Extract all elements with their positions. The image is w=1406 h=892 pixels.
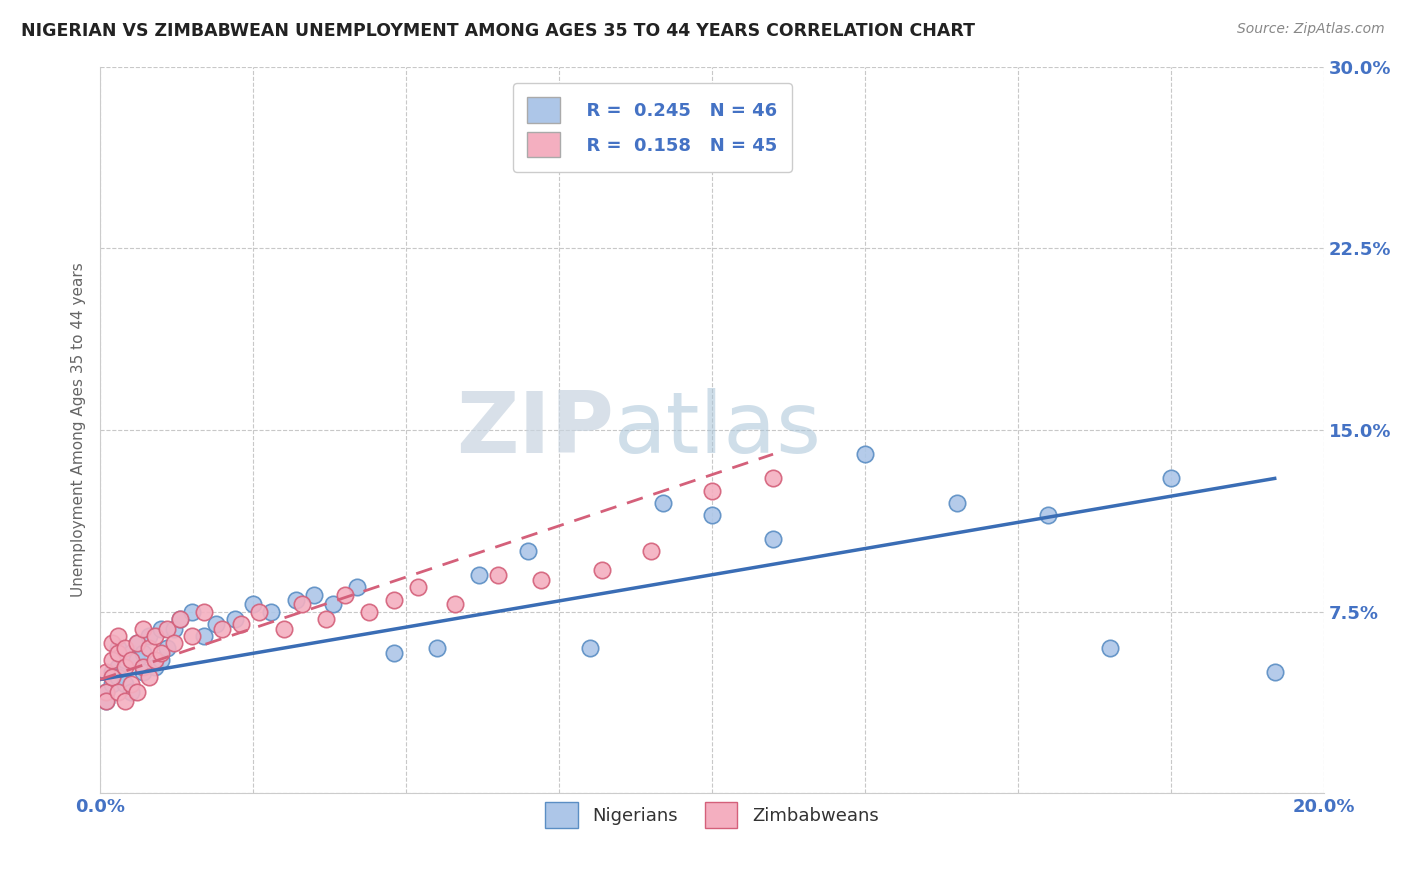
- Point: [211, 622, 233, 636]
- Point: [107, 660, 129, 674]
- Point: [652, 496, 675, 510]
- Point: [700, 508, 723, 522]
- Point: [382, 592, 405, 607]
- Point: [120, 677, 142, 691]
- Point: [107, 640, 129, 655]
- Point: [517, 544, 540, 558]
- Point: [107, 684, 129, 698]
- Text: ZIP: ZIP: [457, 389, 614, 472]
- Point: [101, 653, 124, 667]
- Point: [291, 598, 314, 612]
- Point: [193, 605, 215, 619]
- Point: [1038, 508, 1060, 522]
- Point: [382, 646, 405, 660]
- Point: [114, 677, 136, 691]
- Point: [125, 636, 148, 650]
- Point: [132, 622, 155, 636]
- Point: [762, 532, 785, 546]
- Point: [96, 694, 118, 708]
- Point: [96, 694, 118, 708]
- Point: [242, 598, 264, 612]
- Point: [114, 653, 136, 667]
- Point: [700, 483, 723, 498]
- Point: [107, 670, 129, 684]
- Point: [180, 605, 202, 619]
- Point: [150, 653, 173, 667]
- Point: [468, 568, 491, 582]
- Point: [143, 660, 166, 674]
- Point: [284, 592, 307, 607]
- Point: [107, 629, 129, 643]
- Y-axis label: Unemployment Among Ages 35 to 44 years: Unemployment Among Ages 35 to 44 years: [72, 262, 86, 598]
- Point: [193, 629, 215, 643]
- Point: [125, 684, 148, 698]
- Point: [101, 670, 124, 684]
- Point: [444, 598, 467, 612]
- Point: [101, 677, 124, 691]
- Point: [205, 616, 228, 631]
- Point: [578, 640, 600, 655]
- Text: NIGERIAN VS ZIMBABWEAN UNEMPLOYMENT AMONG AGES 35 TO 44 YEARS CORRELATION CHART: NIGERIAN VS ZIMBABWEAN UNEMPLOYMENT AMON…: [21, 22, 976, 40]
- Point: [529, 573, 551, 587]
- Point: [114, 660, 136, 674]
- Point: [591, 564, 613, 578]
- Point: [359, 605, 381, 619]
- Point: [426, 640, 449, 655]
- Point: [260, 605, 283, 619]
- Point: [162, 636, 184, 650]
- Point: [486, 568, 509, 582]
- Point: [120, 653, 142, 667]
- Point: [853, 447, 876, 461]
- Point: [304, 588, 326, 602]
- Point: [138, 629, 160, 643]
- Point: [762, 471, 785, 485]
- Point: [150, 622, 173, 636]
- Point: [132, 660, 155, 674]
- Point: [1098, 640, 1121, 655]
- Point: [224, 612, 246, 626]
- Point: [945, 496, 967, 510]
- Point: [120, 646, 142, 660]
- Point: [247, 605, 270, 619]
- Point: [1160, 471, 1182, 485]
- Point: [143, 629, 166, 643]
- Point: [1264, 665, 1286, 680]
- Point: [125, 636, 148, 650]
- Point: [333, 588, 356, 602]
- Point: [406, 581, 429, 595]
- Text: Source: ZipAtlas.com: Source: ZipAtlas.com: [1237, 22, 1385, 37]
- Point: [156, 622, 179, 636]
- Point: [322, 598, 344, 612]
- Point: [150, 646, 173, 660]
- Point: [96, 665, 118, 680]
- Point: [120, 684, 142, 698]
- Point: [114, 640, 136, 655]
- Point: [96, 684, 118, 698]
- Point: [101, 665, 124, 680]
- Point: [125, 653, 148, 667]
- Point: [96, 684, 118, 698]
- Point: [229, 616, 252, 631]
- Point: [315, 612, 337, 626]
- Point: [107, 646, 129, 660]
- Point: [169, 612, 191, 626]
- Point: [169, 612, 191, 626]
- Point: [101, 636, 124, 650]
- Point: [114, 694, 136, 708]
- Point: [132, 665, 155, 680]
- Point: [143, 653, 166, 667]
- Point: [138, 670, 160, 684]
- Text: atlas: atlas: [614, 389, 823, 472]
- Legend: Nigerians, Zimbabweans: Nigerians, Zimbabweans: [538, 795, 886, 835]
- Point: [346, 581, 368, 595]
- Point: [273, 622, 295, 636]
- Point: [640, 544, 662, 558]
- Point: [138, 640, 160, 655]
- Point: [156, 640, 179, 655]
- Point: [162, 622, 184, 636]
- Point: [132, 646, 155, 660]
- Point: [180, 629, 202, 643]
